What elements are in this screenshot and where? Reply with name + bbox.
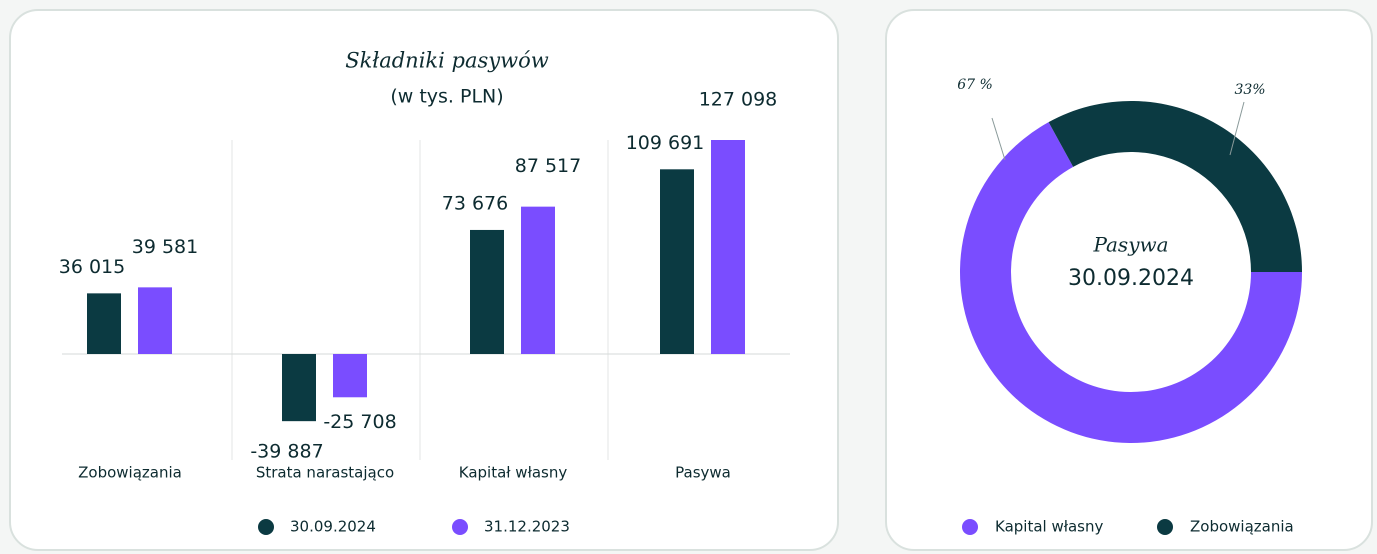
- legend-marker: [1157, 519, 1173, 535]
- legend-marker: [258, 519, 274, 535]
- value-label: 109 691: [626, 132, 705, 154]
- card: [9, 9, 839, 551]
- value-label: 87 517: [515, 155, 581, 177]
- category-label: Kapitał własny: [459, 464, 568, 482]
- category-label: Zobowiązania: [78, 464, 182, 482]
- leader-line: [1229, 101, 1245, 156]
- legend-label: 31.12.2023: [484, 518, 570, 536]
- value-label: -25 708: [323, 411, 396, 433]
- bar: [711, 140, 745, 354]
- category-label: Strata narastająco: [256, 464, 394, 482]
- value-label: 73 676: [442, 192, 508, 214]
- legend-marker: [452, 519, 468, 535]
- value-label: -39 887: [250, 441, 323, 463]
- legend-label: Kapital własny: [995, 518, 1104, 536]
- value-label: 36 015: [59, 256, 125, 278]
- donut-segment: [1048, 100, 1303, 273]
- value-label: 127 098: [699, 89, 778, 111]
- value-label: 67 %: [957, 77, 993, 93]
- chart-title: Składniki pasywów: [345, 49, 548, 73]
- category-label: Pasywa: [675, 464, 731, 482]
- legend-label: Zobowiązania: [1190, 518, 1294, 536]
- bar: [660, 169, 694, 354]
- bar: [87, 293, 121, 354]
- leader-line: [991, 117, 1006, 161]
- donut-segment: [960, 122, 1302, 443]
- legend-marker: [962, 519, 978, 535]
- value-label: 33%: [1234, 82, 1265, 98]
- donut-subtitle: 30.09.2024: [1068, 266, 1194, 291]
- donut-title: Pasywa: [1092, 233, 1168, 257]
- card: [885, 9, 1373, 551]
- bar: [333, 354, 367, 398]
- bar: [138, 287, 172, 354]
- chart-subtitle: (w tys. PLN): [390, 86, 503, 108]
- bar: [470, 229, 504, 354]
- bar: [521, 206, 555, 354]
- value-label: 39 581: [132, 236, 198, 258]
- legend-label: 30.09.2024: [290, 518, 376, 536]
- bar: [282, 354, 316, 422]
